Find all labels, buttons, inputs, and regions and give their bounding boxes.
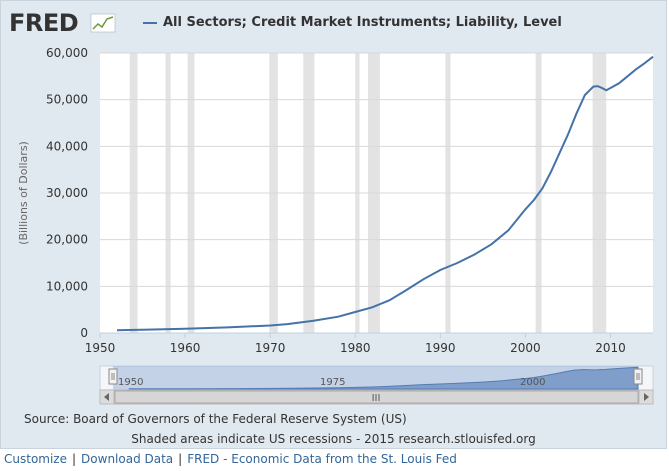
navigator-label-1975: 1975	[320, 377, 345, 388]
x-tick-label: 1950	[85, 341, 116, 355]
scroll-left-arrow-icon	[104, 393, 109, 401]
x-tick-label: 1980	[340, 341, 371, 355]
x-tick-label: 2010	[595, 341, 626, 355]
y-axis-label: (Billions of Dollars)	[17, 141, 30, 245]
footer-separator: |	[72, 452, 77, 466]
navigator-label-1950: 1950	[118, 377, 143, 388]
y-tick-label: 60,000	[46, 46, 88, 60]
scrollbar[interactable]: III	[99, 389, 654, 405]
navigator-right-handle[interactable]	[633, 368, 643, 385]
y-tick-label: 50,000	[46, 93, 88, 107]
y-tick-label: 0	[80, 326, 88, 340]
gridlines	[100, 52, 653, 287]
y-tick-label: 20,000	[46, 233, 88, 247]
series-line	[116, 55, 654, 332]
scroll-thumb[interactable]	[114, 390, 639, 404]
axes: 0 10,000 20,000 30,000 40,000 50,000 60,000 195…	[46, 46, 653, 355]
x-tick-label: 1970	[255, 341, 286, 355]
source-note: Source: Board of Governors of the Federa…	[24, 412, 407, 426]
download-data-link[interactable]: Download Data	[81, 452, 174, 466]
series-layer	[116, 55, 654, 332]
fred-logo-graph-icon	[90, 13, 116, 33]
legend-label: All Sectors; Credit Market Instruments; …	[163, 15, 562, 30]
footer-separator: |	[178, 452, 183, 466]
scroll-right-button[interactable]	[638, 389, 654, 405]
scroll-left-button[interactable]	[99, 389, 115, 405]
navigator-series-area	[128, 366, 639, 390]
navigator-left-handle[interactable]	[108, 368, 118, 385]
scroll-right-arrow-icon	[644, 393, 649, 401]
navigator-selection[interactable]	[113, 366, 638, 390]
x-tick-label: 1990	[425, 341, 456, 355]
y-tick-label: 10,000	[46, 279, 88, 293]
chart-legend: All Sectors; Credit Market Instruments; …	[143, 15, 562, 30]
fred-home-link[interactable]: FRED - Economic Data from the St. Louis …	[187, 452, 457, 466]
navigator-label-2000: 2000	[520, 377, 545, 388]
customize-link[interactable]: Customize	[4, 452, 67, 466]
x-tick-label: 1960	[170, 341, 201, 355]
recession-note: Shaded areas indicate US recessions - 20…	[131, 432, 536, 446]
footer-links: Customize | Download Data | FRED - Economic …	[4, 452, 457, 466]
y-tick-label: 30,000	[46, 186, 88, 200]
x-tick-label: 2000	[510, 341, 541, 355]
y-tick-label: 40,000	[46, 139, 88, 153]
legend-line-icon	[143, 21, 157, 24]
range-navigator[interactable]: 1950 1975 2000	[99, 365, 654, 391]
fred-logo: FRED	[9, 9, 79, 37]
scroll-grip-icon: III	[372, 393, 381, 404]
